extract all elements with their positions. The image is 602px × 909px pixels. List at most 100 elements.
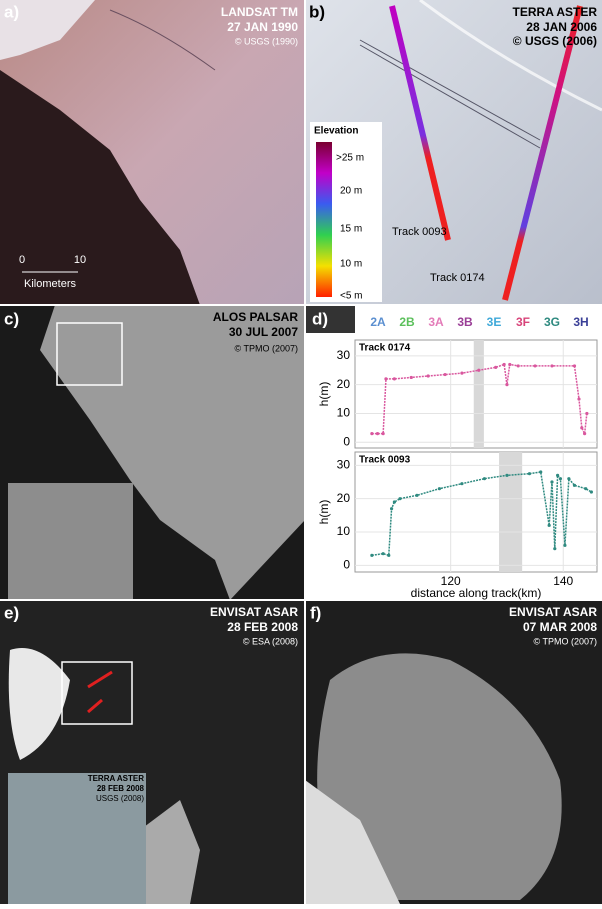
plot-area (354, 451, 598, 573)
data-point (505, 383, 509, 387)
data-point (460, 482, 464, 486)
ice (140, 800, 200, 904)
panel-title: ALOS PALSAR (213, 310, 298, 324)
track-label: Track 0093 (392, 226, 447, 238)
panel-date: 27 JAN 1990 (227, 20, 298, 34)
data-point (585, 411, 589, 416)
data-point (539, 470, 543, 474)
legend-entry: 3H (573, 315, 588, 329)
panel-date: 30 JUL 2007 (229, 325, 298, 339)
y-tick-label: 20 (337, 377, 351, 391)
shaded-range (473, 340, 484, 448)
arrow (87, 698, 103, 714)
credit: © TPMO (2007) (534, 636, 597, 646)
data-point (384, 377, 388, 381)
data-point (533, 364, 537, 368)
inset-box (61, 661, 133, 725)
panel-label: e) (4, 603, 19, 622)
credit: © ESA (2008) (243, 636, 298, 646)
data-point (502, 362, 506, 367)
data-point (567, 477, 571, 481)
data-point (580, 426, 584, 430)
legend-title: Elevation (314, 126, 358, 137)
inset-image (8, 483, 133, 600)
legend-entry: 2B (399, 315, 415, 329)
legend-label: 20 m (340, 186, 362, 197)
data-point (409, 375, 413, 380)
data-point (516, 364, 520, 368)
data-point (415, 493, 419, 497)
sea-ice (305, 780, 400, 904)
ridge (419, 0, 602, 112)
panel-label: a) (4, 2, 19, 21)
data-point (505, 473, 509, 477)
track-line (502, 5, 583, 301)
data-point (381, 552, 385, 556)
credit: © USGS (1990) (235, 36, 298, 46)
y-tick-label: 10 (337, 406, 351, 420)
data-point (583, 432, 587, 436)
scale-unit: Kilometers (24, 278, 76, 290)
scale-label: 10 (74, 254, 86, 266)
data-point (370, 432, 374, 436)
x-axis-label: distance along track(km) (411, 586, 542, 600)
chart-title: Track 0093 (359, 455, 411, 466)
y-tick-label: 10 (337, 524, 351, 538)
legend-entry: 3A (428, 315, 444, 329)
legend-label: <5 m (340, 291, 363, 302)
y-tick-label: 30 (337, 348, 351, 362)
shaded-range (499, 452, 523, 572)
data-point (527, 472, 532, 476)
scale-label: 0 (19, 254, 25, 266)
credit: © USGS (2006) (513, 34, 597, 48)
crack (109, 9, 216, 71)
legend-entry: 2A (370, 315, 386, 329)
y-tick-label: 0 (343, 434, 350, 448)
panel-title: LANDSAT TM (221, 5, 298, 19)
inset-date: 28 FEB 2008 (97, 784, 145, 793)
panel-date: 28 FEB 2008 (227, 620, 298, 634)
data-point (494, 365, 498, 369)
data-point (392, 500, 396, 504)
data-point (563, 543, 567, 547)
credit: © TPMO (2007) (235, 343, 298, 353)
legend-entry: 3F (516, 315, 530, 329)
data-point (547, 523, 551, 527)
inset-box (56, 322, 123, 386)
data-point (443, 372, 447, 377)
iceberg (317, 653, 562, 900)
label-bg (305, 305, 355, 333)
rift (359, 39, 541, 149)
panel-label: b) (309, 2, 325, 21)
y-axis-label: h(m) (317, 382, 331, 407)
data-point (460, 371, 464, 375)
panel-label: f) (310, 603, 321, 622)
panel-label: d) (312, 309, 328, 328)
panel-date: 07 MAR 2008 (523, 620, 597, 634)
y-axis-label: h(m) (317, 500, 331, 525)
legend-entry: 3G (544, 315, 560, 329)
y-tick-label: 20 (337, 491, 351, 505)
panel-title: TERRA ASTER (513, 5, 598, 19)
data-line (371, 471, 592, 557)
legend-label: >25 m (336, 153, 364, 164)
data-point (387, 553, 391, 557)
data-point (477, 368, 481, 372)
track-label: Track 0174 (430, 272, 485, 284)
data-point (482, 477, 487, 481)
data-point (550, 364, 554, 368)
y-tick-label: 30 (337, 458, 351, 472)
data-point (375, 432, 380, 436)
data-point (558, 477, 563, 481)
inset-credit: USGS (2008) (96, 794, 144, 803)
data-point (577, 397, 581, 401)
x-tick-label: 120 (441, 574, 461, 588)
data-point (550, 480, 554, 484)
panel-title: ENVISAT ASAR (210, 605, 298, 619)
colorbar (316, 142, 332, 297)
data-line (371, 363, 588, 437)
data-point (584, 487, 588, 491)
legend-entry: 3B (457, 315, 473, 329)
legend-label: 10 m (340, 259, 362, 270)
